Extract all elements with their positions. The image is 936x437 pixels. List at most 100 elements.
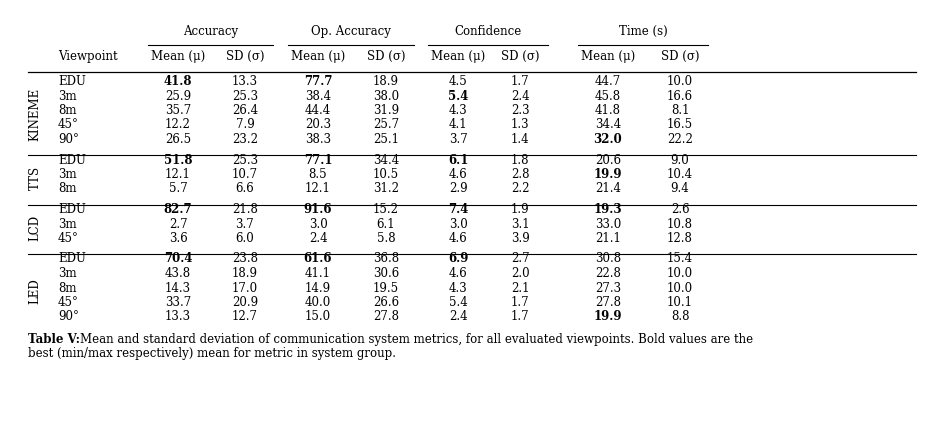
Text: 3.9: 3.9	[511, 232, 530, 245]
Text: 31.9: 31.9	[373, 104, 399, 117]
Text: TTS: TTS	[28, 166, 41, 190]
Text: 17.0: 17.0	[232, 281, 258, 295]
Text: 19.9: 19.9	[593, 168, 622, 181]
Text: best (min/max respectively) mean for metric in system group.: best (min/max respectively) mean for met…	[28, 347, 396, 360]
Text: KINEME: KINEME	[28, 87, 41, 141]
Text: 20.9: 20.9	[232, 296, 258, 309]
Text: 5.8: 5.8	[376, 232, 395, 245]
Text: 22.8: 22.8	[595, 267, 621, 280]
Text: 10.7: 10.7	[232, 168, 258, 181]
Text: 10.8: 10.8	[667, 218, 693, 230]
Text: 3m: 3m	[58, 168, 77, 181]
Text: 20.3: 20.3	[305, 118, 331, 132]
Text: 23.8: 23.8	[232, 253, 258, 266]
Text: Mean (μ): Mean (μ)	[151, 50, 205, 63]
Text: 35.7: 35.7	[165, 104, 191, 117]
Text: 26.6: 26.6	[373, 296, 399, 309]
Text: 14.9: 14.9	[305, 281, 331, 295]
Text: Mean (μ): Mean (μ)	[431, 50, 485, 63]
Text: 25.9: 25.9	[165, 90, 191, 103]
Text: SD (σ): SD (σ)	[367, 50, 405, 63]
Text: 8m: 8m	[58, 281, 77, 295]
Text: 5.7: 5.7	[168, 183, 187, 195]
Text: 6.9: 6.9	[447, 253, 468, 266]
Text: EDU: EDU	[58, 203, 86, 216]
Text: 19.9: 19.9	[593, 311, 622, 323]
Text: 27.8: 27.8	[373, 311, 399, 323]
Text: 14.3: 14.3	[165, 281, 191, 295]
Text: 43.8: 43.8	[165, 267, 191, 280]
Text: 41.8: 41.8	[595, 104, 621, 117]
Text: 19.3: 19.3	[593, 203, 622, 216]
Text: 21.8: 21.8	[232, 203, 258, 216]
Text: 1.7: 1.7	[511, 296, 530, 309]
Text: 9.0: 9.0	[670, 153, 690, 166]
Text: 3.0: 3.0	[309, 218, 328, 230]
Text: 34.4: 34.4	[595, 118, 622, 132]
Text: 3.1: 3.1	[511, 218, 530, 230]
Text: 26.4: 26.4	[232, 104, 258, 117]
Text: 12.1: 12.1	[305, 183, 331, 195]
Text: LED: LED	[28, 279, 41, 305]
Text: 51.8: 51.8	[164, 153, 192, 166]
Text: 33.7: 33.7	[165, 296, 191, 309]
Text: 2.2: 2.2	[511, 183, 529, 195]
Text: 2.8: 2.8	[511, 168, 529, 181]
Text: 6.1: 6.1	[447, 153, 468, 166]
Text: 18.9: 18.9	[232, 267, 258, 280]
Text: 9.4: 9.4	[670, 183, 690, 195]
Text: 12.7: 12.7	[232, 311, 258, 323]
Text: Accuracy: Accuracy	[183, 25, 238, 38]
Text: Op. Accuracy: Op. Accuracy	[311, 25, 391, 38]
Text: 22.2: 22.2	[667, 133, 693, 146]
Text: 61.6: 61.6	[304, 253, 332, 266]
Text: 33.0: 33.0	[595, 218, 622, 230]
Text: 8.1: 8.1	[671, 104, 689, 117]
Text: 1.3: 1.3	[511, 118, 530, 132]
Text: 21.4: 21.4	[595, 183, 621, 195]
Text: 10.4: 10.4	[667, 168, 693, 181]
Text: 45°: 45°	[58, 118, 79, 132]
Text: 38.3: 38.3	[305, 133, 331, 146]
Text: Table V:: Table V:	[28, 333, 80, 346]
Text: 90°: 90°	[58, 133, 79, 146]
Text: 12.1: 12.1	[165, 168, 191, 181]
Text: 77.1: 77.1	[304, 153, 332, 166]
Text: 36.8: 36.8	[373, 253, 399, 266]
Text: 45.8: 45.8	[595, 90, 622, 103]
Text: 41.8: 41.8	[164, 75, 192, 88]
Text: 5.4: 5.4	[448, 296, 467, 309]
Text: 16.5: 16.5	[667, 118, 693, 132]
Text: 25.3: 25.3	[232, 90, 258, 103]
Text: 16.6: 16.6	[667, 90, 693, 103]
Text: EDU: EDU	[58, 253, 86, 266]
Text: 41.1: 41.1	[305, 267, 331, 280]
Text: EDU: EDU	[58, 75, 86, 88]
Text: 6.1: 6.1	[376, 218, 395, 230]
Text: 5.4: 5.4	[447, 90, 468, 103]
Text: 7.9: 7.9	[236, 118, 255, 132]
Text: 2.4: 2.4	[511, 90, 530, 103]
Text: 45°: 45°	[58, 232, 79, 245]
Text: 1.8: 1.8	[511, 153, 529, 166]
Text: 6.0: 6.0	[236, 232, 255, 245]
Text: 3.6: 3.6	[168, 232, 187, 245]
Text: 77.7: 77.7	[304, 75, 332, 88]
Text: 23.2: 23.2	[232, 133, 258, 146]
Text: Confidence: Confidence	[454, 25, 521, 38]
Text: 25.1: 25.1	[373, 133, 399, 146]
Text: 90°: 90°	[58, 311, 79, 323]
Text: 10.0: 10.0	[667, 267, 693, 280]
Text: 8.5: 8.5	[309, 168, 328, 181]
Text: 1.7: 1.7	[511, 75, 530, 88]
Text: 2.4: 2.4	[309, 232, 328, 245]
Text: 1.7: 1.7	[511, 311, 530, 323]
Text: 3m: 3m	[58, 267, 77, 280]
Text: 18.9: 18.9	[373, 75, 399, 88]
Text: 10.5: 10.5	[373, 168, 399, 181]
Text: 27.8: 27.8	[595, 296, 621, 309]
Text: 70.4: 70.4	[164, 253, 192, 266]
Text: 4.3: 4.3	[448, 104, 467, 117]
Text: Mean and standard deviation of communication system metrics, for all evaluated v: Mean and standard deviation of communica…	[80, 333, 753, 346]
Text: 6.6: 6.6	[236, 183, 255, 195]
